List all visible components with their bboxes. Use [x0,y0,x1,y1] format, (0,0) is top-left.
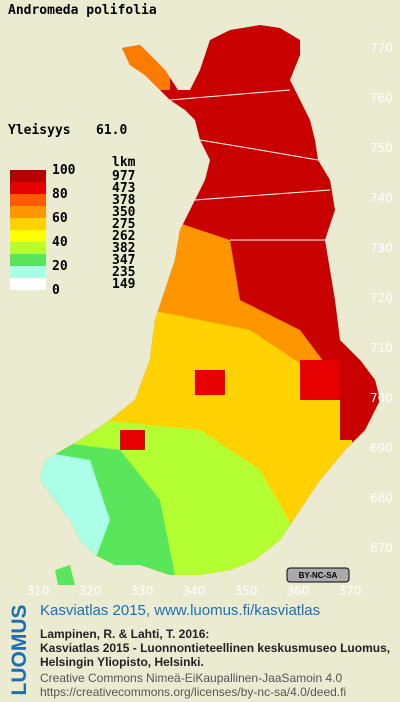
legend-count: 350 [112,205,136,220]
east-label: 310 [27,584,50,598]
north-label: 720 [370,291,393,305]
legend-count: 149 [112,277,135,292]
legend-scale-label: 60 [52,211,68,226]
license-badge [286,567,350,583]
north-label: 670 [370,541,393,555]
north-label: 740 [370,191,393,205]
legend-swatch [10,206,46,218]
legend-swatch [10,266,46,278]
north-label: 690 [370,441,393,455]
legend-scale-label: 20 [52,259,68,274]
citation: Helsingin Yliopisto, Helsinki. [40,655,204,669]
north-label: 750 [370,141,393,155]
legend-count: 262 [112,229,135,244]
region-border [169,89,331,241]
map-area [300,360,340,400]
map-title: Andromeda polifolia [8,3,157,18]
legend-swatch [10,194,46,206]
map-area [40,450,110,575]
north-label: 680 [370,491,393,505]
north-label: 730 [370,241,393,255]
map-area [120,40,170,90]
east-label: 360 [287,584,310,598]
legend-scale-label: 40 [52,235,68,250]
legend-scale-label: 80 [52,187,68,202]
count-header: lkm [112,155,136,170]
east-label: 340 [183,584,206,598]
north-label: 770 [370,41,393,55]
legend-swatch [10,278,46,290]
east-label: 350 [235,584,258,598]
legend-swatch [10,230,46,242]
citation: Kasviatlas 2015 - Luonnontieteellinen ke… [40,641,390,655]
legend-scale-label: 100 [52,163,76,178]
distribution-map [40,25,380,575]
east-label: 320 [79,584,102,598]
axes: 770 760 750 740 730 720 710 700 690 680 670 310 320 3… [27,41,393,598]
north-label: 760 [370,91,393,105]
north-label: 700 [370,391,393,405]
legend-swatch [10,254,46,266]
legend-count: 347 [112,253,135,268]
legend-count: 977 [112,169,135,184]
legend-scale-label: 0 [52,283,60,298]
license-badge-text: BY-NC-SA [299,571,338,580]
legend-swatch [10,218,46,230]
headline: Kasviatlas 2015, www.luomus.fi/kasviatla… [40,602,320,619]
legend-swatch [10,170,46,182]
east-label: 370 [339,584,362,598]
brand-logo: LUOMUS [8,605,31,696]
east-label: 330 [131,584,154,598]
license-text: Creative Commons Nimeä-EiKaupallinen-Jaa… [40,671,342,685]
citation: Lampinen, R. & Lahti, T. 2016: [40,627,209,641]
map-area [55,565,75,585]
map-area [195,370,225,395]
north-label: 710 [370,341,393,355]
legend-count: 473 [112,181,135,196]
legend-count: 275 [112,217,135,232]
legend-swatch [10,242,46,254]
legend-swatch [10,182,46,194]
license-url: https://creativecommons.org/licenses/by-… [40,685,346,699]
frequency-label: Yleisyys [8,123,71,138]
legend-count: 378 [112,193,136,208]
legend-count: 235 [112,265,135,280]
map-area [120,430,145,450]
frequency-value: 61.0 [96,123,127,138]
legend-count: 382 [112,241,135,256]
